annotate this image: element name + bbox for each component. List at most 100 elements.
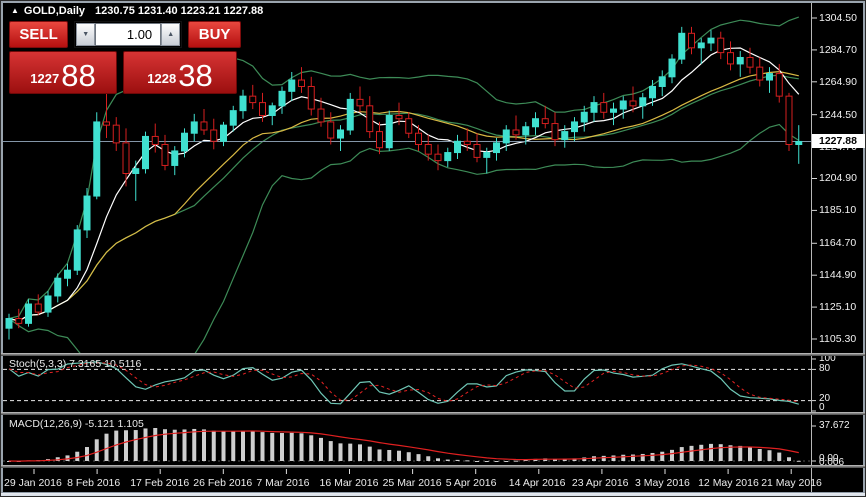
ohlc-values: 1230.75 1231.40 1223.21 1227.88 [95, 5, 264, 17]
time-axis-label: 14 Apr 2016 [508, 477, 566, 489]
bid-price-panel[interactable]: 1227 88 [9, 51, 117, 94]
candle-body [590, 102, 598, 113]
price-axis-label: 1185.10 [819, 204, 857, 217]
macd-histogram-bar [514, 460, 518, 462]
candle-body [171, 150, 179, 166]
macd-histogram-bar [406, 452, 411, 461]
macd-histogram-bar [475, 461, 479, 462]
candle-body [493, 142, 500, 154]
candle-body [103, 121, 110, 126]
candle-body [717, 37, 725, 54]
candle-body [298, 79, 305, 87]
macd-histogram-bar [55, 457, 60, 461]
volume-decrease-button[interactable]: ▼ [76, 23, 96, 46]
candle-body [25, 303, 32, 324]
macd-histogram-bar [562, 458, 567, 461]
stoch-axis-label: 100 [819, 353, 836, 364]
macd-histogram-bar [572, 458, 577, 461]
candle-body [639, 97, 647, 107]
macd-histogram-bar [94, 439, 99, 461]
macd-histogram-bar [124, 430, 128, 461]
macd-histogram-bar [699, 444, 704, 461]
overlay-line [8, 70, 799, 322]
candle-body [288, 79, 296, 92]
price-axis-label: 1105.30 [819, 332, 857, 345]
macd-histogram-bar [211, 430, 216, 461]
macd-histogram-bar [348, 443, 353, 461]
candle-body [551, 123, 559, 141]
bid-price-big: 88 [61, 58, 96, 93]
macd-histogram-bar [328, 441, 333, 461]
candle-body [629, 100, 637, 107]
candle-body [122, 142, 130, 175]
panel-divider[interactable] [1, 353, 865, 356]
macd-histogram-bar [757, 448, 762, 461]
macd-histogram-bar [436, 458, 440, 461]
ask-price-small: 1228 [147, 71, 177, 86]
macd-histogram-bar [796, 460, 801, 462]
chart-title: ▲ GOLD,Daily 1230.75 1231.40 1223.21 1227.… [11, 5, 263, 17]
overlay-line [8, 47, 800, 322]
candle-body [132, 168, 140, 175]
macd-histogram-bar [748, 447, 752, 461]
time-axis-label: 21 May 2016 [761, 477, 822, 489]
candle-body [249, 95, 257, 104]
candle-body [658, 76, 666, 87]
macd-histogram-bar [465, 460, 470, 462]
candle-body [561, 131, 569, 141]
candle-body [405, 118, 413, 134]
collapse-quotes-icon[interactable]: ▲ [11, 6, 19, 15]
macd-histogram-bar [787, 457, 791, 461]
sell-button[interactable]: SELL [9, 21, 69, 48]
price-axis-label: 1164.70 [819, 237, 857, 250]
candle-body [268, 105, 276, 116]
macd-histogram-bar [709, 443, 713, 461]
candle-body [512, 129, 520, 136]
candle-body [678, 32, 686, 60]
macd-histogram-bar [319, 437, 323, 461]
buy-button[interactable]: BUY [188, 21, 241, 48]
macd-histogram-bar [621, 454, 626, 461]
macd-histogram-bar [270, 432, 275, 461]
window-bottom-edge [1, 492, 865, 496]
stoch-axis-label: 20 [819, 393, 831, 404]
macd-histogram-bar [299, 433, 304, 461]
candle-body [756, 66, 764, 81]
candle-body [610, 108, 617, 113]
price-axis-label: 1125.10 [819, 301, 857, 314]
candle-body [346, 98, 354, 131]
candle-body [337, 129, 344, 139]
time-axis-label: 23 Apr 2016 [571, 477, 629, 489]
time-axis-label: 5 Apr 2016 [445, 477, 497, 489]
volume-input[interactable] [95, 23, 162, 46]
macd-histogram-bar [553, 458, 557, 461]
macd-histogram-bar [338, 443, 343, 461]
time-axis-label: 8 Feb 2016 [67, 477, 121, 489]
macd-label: MACD(12,26,9) -5.121 1.105 [9, 418, 144, 430]
macd-histogram-bar [718, 444, 723, 461]
macd-histogram-bar [601, 455, 606, 461]
panel-divider[interactable] [1, 412, 865, 415]
macd-histogram-bar [309, 435, 314, 461]
candle-body [483, 152, 491, 158]
macd-histogram-bar [241, 430, 245, 461]
volume-increase-button[interactable]: ▲ [161, 23, 181, 46]
candle-body [766, 73, 773, 81]
macd-histogram-bar [670, 449, 674, 461]
macd-histogram-bar [231, 431, 236, 461]
candle-body [200, 121, 208, 131]
macd-histogram-bar [397, 450, 401, 461]
candle-body [649, 85, 656, 99]
candle-body [571, 121, 578, 133]
panel-divider[interactable] [1, 465, 865, 468]
macd-histogram-bar [640, 453, 645, 461]
ask-price-panel[interactable]: 1228 38 [123, 51, 237, 94]
macd-histogram-bar [280, 433, 284, 461]
candle-body [327, 121, 335, 139]
candle-body [220, 124, 227, 142]
macd-histogram-bar [660, 451, 665, 461]
macd-histogram-bar [377, 449, 382, 461]
candle-body [454, 140, 461, 154]
price-axis-label: 1264.90 [819, 75, 857, 88]
